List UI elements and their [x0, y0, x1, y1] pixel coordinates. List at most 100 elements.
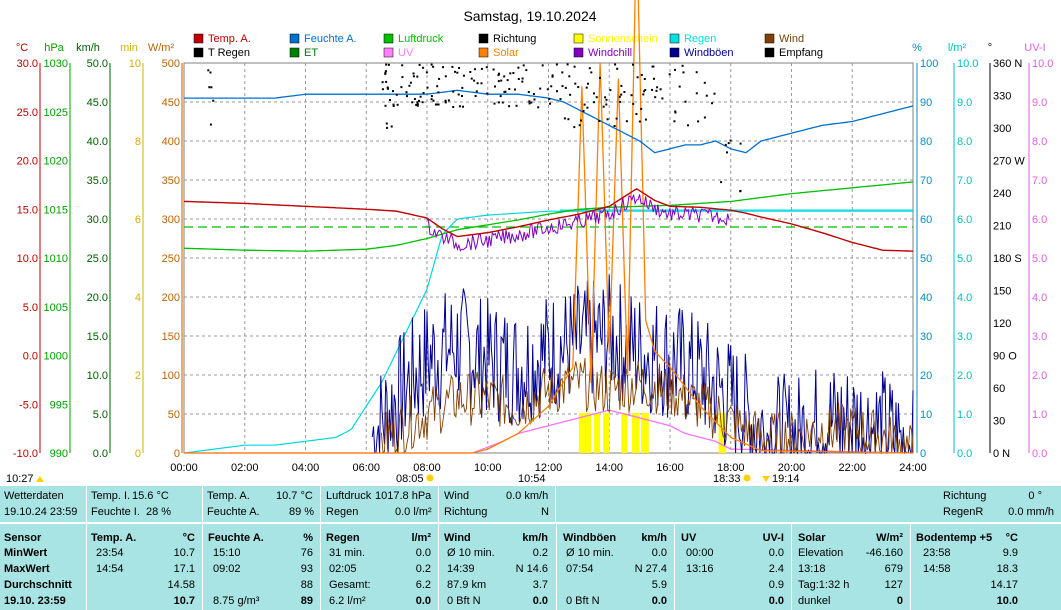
- direction-dot: [739, 190, 742, 193]
- cell-value: 14.17: [990, 579, 1018, 591]
- chart-series: [183, 0, 914, 455]
- cell-sub: 14:39: [447, 563, 475, 575]
- direction-dot: [705, 94, 708, 97]
- direction-dot: [209, 71, 212, 74]
- cell-value: 679: [884, 563, 903, 575]
- cell-value: 0.0: [651, 595, 667, 607]
- direction-dot: [651, 88, 653, 91]
- direction-dot: [613, 125, 616, 127]
- direction-dot: [392, 90, 394, 93]
- direction-dot: [695, 71, 698, 74]
- x-tick-label: 16:00: [656, 462, 684, 474]
- direction-dot: [684, 100, 687, 103]
- direction-dot: [539, 87, 542, 90]
- moonrise-label: 10:27: [6, 473, 34, 485]
- axis-tick-label: 6.0: [1032, 214, 1047, 226]
- axis-tick-label: 30.0: [87, 214, 108, 226]
- direction-dot: [577, 86, 580, 89]
- temp-a-value: 10.7 °C: [276, 490, 313, 502]
- axis-tick-label: 70: [920, 175, 932, 187]
- direction-dot: [412, 75, 415, 78]
- axis-tick-label: 60: [920, 214, 932, 226]
- axis-tick-label: 30: [920, 331, 932, 343]
- series-temp: [183, 187, 914, 252]
- direction-dot: [530, 101, 533, 104]
- weather-chart: Samstag, 19.10.2024 Temp. A. Feuchte A. Lu…: [6, 0, 1054, 485]
- cell-sub: 14:58: [923, 563, 951, 575]
- direction-dot: [458, 67, 461, 69]
- cell-sub: 15:10: [213, 547, 241, 559]
- direction-dot: [605, 98, 608, 101]
- axis-tick-label: 5.0: [93, 409, 108, 421]
- direction-dot: [437, 103, 440, 106]
- axis-tick-label: 350: [162, 175, 180, 187]
- direction-dot: [514, 88, 516, 91]
- direction-dot: [458, 105, 461, 108]
- legend-swatch: [289, 47, 300, 58]
- axis-tick-label: 400: [162, 136, 180, 148]
- legend-swatch: [669, 47, 680, 58]
- direction-dot: [454, 70, 456, 73]
- legend-label: Regen: [684, 33, 716, 45]
- legend-swatch: [383, 47, 394, 58]
- direction-dot: [508, 105, 511, 108]
- cell-value: 9.9: [1002, 547, 1018, 559]
- direction-dot: [593, 92, 595, 95]
- cell-value: 6.2: [415, 579, 431, 591]
- direction-dot: [599, 76, 601, 79]
- wetterdaten-datetime: 19.10.24 23:59: [4, 506, 78, 518]
- cell-value: 10.0: [996, 595, 1018, 607]
- direction-dot: [625, 120, 628, 123]
- axis-tick-label: 0: [174, 448, 180, 460]
- feuchte-i-label: Feuchte I.: [91, 506, 140, 518]
- axis-tick-label: 3.0: [957, 331, 972, 343]
- direction-dot: [573, 126, 576, 129]
- cell-value: N 27.4: [634, 563, 667, 575]
- direction-dot: [501, 101, 504, 104]
- direction-dot: [644, 89, 647, 91]
- axis-tick-label: 50: [920, 253, 932, 265]
- cell-value: 89: [300, 595, 313, 607]
- direction-dot: [416, 104, 419, 107]
- direction-dot: [678, 85, 681, 88]
- axis-tick-label: 8: [135, 136, 141, 148]
- direction-dot: [551, 75, 554, 78]
- column-separator: [438, 524, 439, 610]
- direction-dot: [602, 105, 605, 108]
- sunshine-bar: [603, 413, 610, 453]
- direction-dot: [528, 100, 531, 103]
- cell-value: 14.58: [167, 579, 195, 591]
- axis-tick-label: 1025: [44, 107, 68, 119]
- sensor-header: Sensor: [4, 532, 42, 544]
- direction-dot: [416, 75, 419, 78]
- direction-dot: [578, 124, 581, 127]
- col-unit-header: km/h: [522, 532, 548, 544]
- cell-value: 0.0: [532, 595, 548, 607]
- cell-sub: 09:02: [213, 563, 241, 575]
- direction-dot: [444, 99, 447, 102]
- direction-dot: [463, 74, 465, 77]
- axis-tick-label: 1000: [44, 351, 68, 363]
- richtung-r-value: 0 °: [1028, 490, 1042, 502]
- direction-dot: [381, 88, 384, 91]
- axis-tick-label: 10.0: [1032, 58, 1053, 70]
- sunrise-icon: [426, 474, 434, 482]
- axis-unit-label: hPa: [44, 42, 64, 54]
- col-header: Windböen: [563, 532, 617, 544]
- direction-dot: [656, 86, 659, 89]
- direction-dot: [401, 76, 404, 79]
- col-header: Temp. A.: [91, 532, 137, 544]
- direction-dot: [436, 85, 439, 88]
- axis-tick-label: 270 W: [993, 156, 1025, 168]
- direction-dot: [561, 85, 564, 88]
- axis-tick-label: 10.0: [87, 370, 108, 382]
- col-unit-header: °C: [182, 532, 195, 544]
- direction-dot: [561, 71, 564, 74]
- axis-tick-label: 0.0: [23, 351, 38, 363]
- sunset-label: 18:33: [713, 473, 741, 485]
- axis-tick-label: 25.0: [87, 253, 108, 265]
- column-separator: [910, 524, 911, 610]
- axis-tick-label: 5.0: [23, 302, 38, 314]
- regenr-label: RegenR: [943, 506, 984, 518]
- legend-label: Windchill: [588, 47, 632, 59]
